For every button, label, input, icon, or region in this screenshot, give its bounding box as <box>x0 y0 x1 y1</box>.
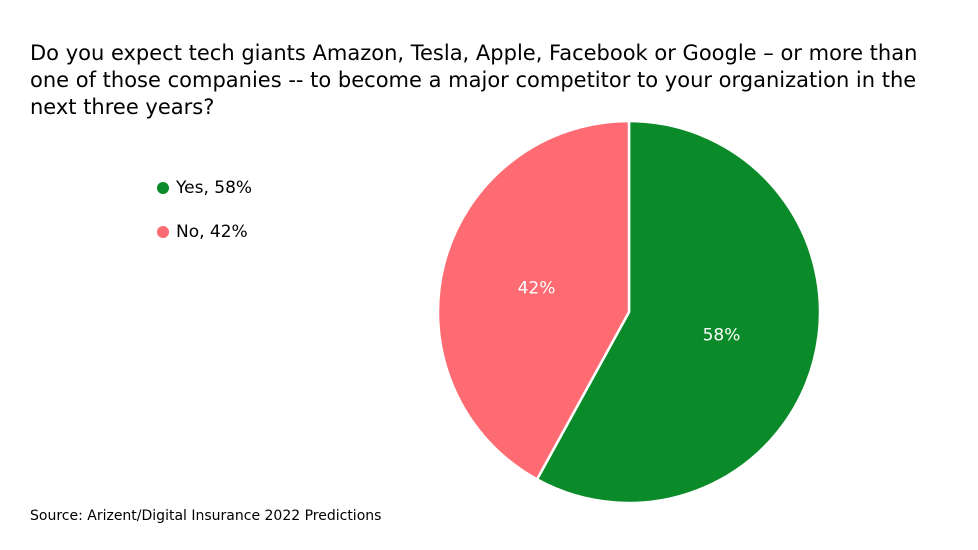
chart-title: Do you expect tech giants Amazon, Tesla,… <box>30 41 918 119</box>
legend-label: Yes, 58% <box>175 178 252 198</box>
data-label: 42% <box>518 278 556 298</box>
legend-marker <box>157 226 169 238</box>
pie-slice <box>436 119 631 482</box>
legend-label: No, 42% <box>176 222 248 242</box>
data-label: 58% <box>703 326 741 346</box>
legend-marker <box>157 182 169 194</box>
pie-slice <box>535 119 822 505</box>
source-note: Source: Arizent/Digital Insurance 2022 P… <box>30 508 382 524</box>
